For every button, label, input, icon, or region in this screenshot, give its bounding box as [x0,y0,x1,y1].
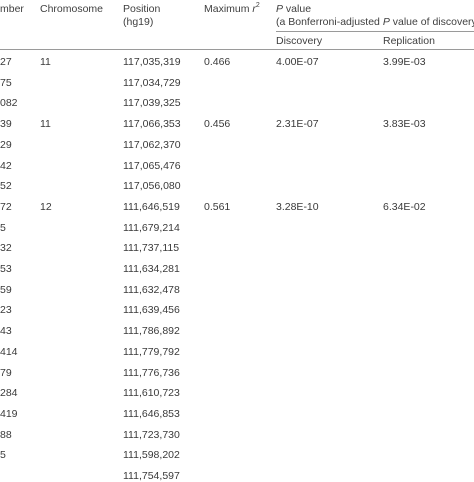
table-cell: 111,610,723 [123,387,180,400]
column-header-chromosome: Chromosome [40,3,104,15]
table-cell: 52 [0,180,12,193]
table-cell: 3.99E-03 [383,56,426,68]
table-cell: 117,039,325 [123,97,181,110]
table-cell: 3.83E-03 [383,118,426,131]
table-cell: 111,632,478 [123,283,180,296]
column-header-number: mber [0,3,24,15]
table-cell: 53 [0,263,12,275]
pvalue-line2-pre: (a Bonferroni-adjusted [276,16,383,28]
max-r-prefix: Maximum [204,3,253,15]
table-cell: 72 [0,200,12,213]
position-header-line1: Position [123,3,161,15]
table-cell: 23 [0,304,12,317]
table-cell: 27 [0,56,12,68]
pvalue-header-line2: (a Bonferroni-adjusted P value of discov… [276,16,474,29]
table-cell: 32 [0,242,12,255]
table-cell: 11 [40,56,51,68]
table-cell: 39 [0,118,12,131]
table-cell: 111,598,202 [123,449,180,462]
pvalue-line2-post: value of discovery [389,16,474,28]
table-cell: 111,786,892 [123,325,180,338]
table-cell: 111,779,792 [123,345,180,358]
table-cell: 111,737,115 [123,242,180,255]
table-cell: 419 [0,407,18,420]
table-cell: 111,723,730 [123,428,180,441]
pvalue-var: P [276,3,284,15]
header-bottom-rule [0,49,474,50]
table-cell: 284 [0,387,18,400]
table-cell: 111,754,597 [123,470,180,482]
column-header-max-r2: Maximum r2 [204,2,260,16]
pvalue-rest: value [283,3,312,15]
table-cell: 111,646,853 [123,407,180,420]
table-cell: 4.00E-07 [276,56,319,68]
table-cell: 6.34E-02 [383,200,426,213]
column-header-discovery: Discovery [276,35,323,47]
column-header-pvalue: P value (a Bonferroni-adjusted P value o… [276,3,474,29]
table-cell: 0.456 [204,118,231,131]
table-cell: 5 [0,221,6,234]
table-cell: 082 [0,97,18,110]
table-cell: 117,062,370 [123,138,181,151]
table-cell: 12 [40,200,52,213]
table-cell: 117,034,729 [123,76,181,89]
max-r-sup: 2 [255,2,260,9]
pvalue-header-line1: P value [276,3,474,16]
max-r-var: r [252,3,256,15]
pvalue-line2-var: P [382,16,390,28]
table-cell: 11 [40,118,51,131]
table-cell: 111,639,456 [123,304,180,317]
table-cell: 111,679,214 [123,221,180,234]
table-cell: 2.31E-07 [276,118,319,131]
table-cell: 59 [0,283,12,296]
table-cell: 111,646,519 [123,200,180,213]
column-header-position: Position (hg19) [123,3,160,29]
table-cell: 75 [0,76,12,89]
table-cell: 5 [0,449,6,462]
table-cell: 117,056,080 [123,180,181,193]
table-cell: 0.561 [204,200,231,213]
table-cell: 111,634,281 [123,263,180,275]
table-cell: 88 [0,428,12,441]
table-cell: 414 [0,345,18,358]
table-cell: 117,035,319 [123,56,181,68]
table-cell: 79 [0,366,12,379]
position-header-line2: (hg19) [123,16,154,28]
table-cell: 0.466 [204,56,231,68]
table-cell: 43 [0,325,12,338]
table-cell: 117,066,353 [123,118,181,131]
column-header-replication: Replication [383,35,435,47]
table-cell: 3.28E-10 [276,200,319,213]
table-cell: 42 [0,159,12,172]
pvalue-header-rule [276,31,474,32]
table-cell: 29 [0,138,12,151]
table-cell: 111,776,736 [123,366,180,379]
table-cell: 117,065,476 [123,159,181,172]
